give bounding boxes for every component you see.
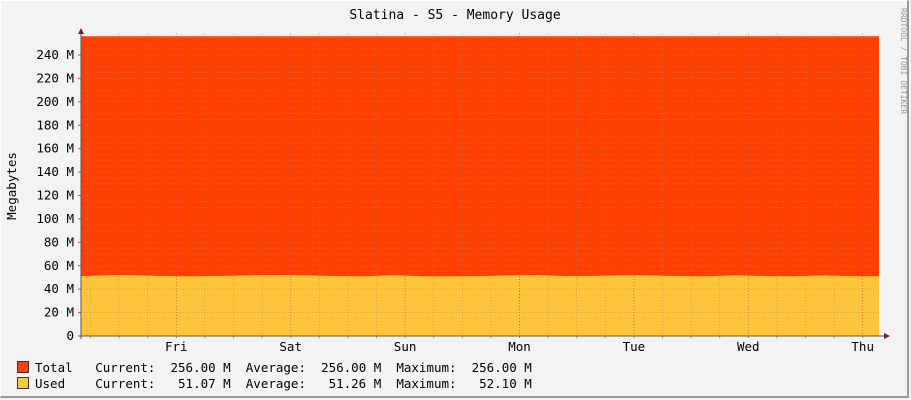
y-tick-label: 80 M xyxy=(44,234,74,249)
legend-swatch-total xyxy=(17,361,29,373)
legend-row-total: Total Current: 256.00 M Average: 256.00 … xyxy=(17,360,532,375)
y-axis-label: Megabytes xyxy=(4,152,19,220)
legend-label: Current: xyxy=(95,360,156,375)
legend-current: 51.07 M xyxy=(178,376,231,391)
legend-current: 256.00 M xyxy=(170,360,231,375)
legend-label: Maximum: xyxy=(396,360,457,375)
y-tick-label: 60 M xyxy=(44,258,74,273)
y-tick-label: 180 M xyxy=(36,117,74,132)
x-tick-label: Sun xyxy=(394,339,417,354)
y-tick-label: 100 M xyxy=(36,211,74,226)
y-tick-label: 120 M xyxy=(36,188,74,203)
legend-average: 51.26 M xyxy=(328,376,382,391)
legend-label: Current: xyxy=(95,376,156,391)
legend-swatch-used xyxy=(17,377,29,389)
y-tick-label: 0 xyxy=(66,328,74,343)
legend-maximum: 52.10 M xyxy=(479,376,532,391)
y-tick-label: 240 M xyxy=(36,47,74,62)
legend-average: 256.00 M xyxy=(321,360,382,375)
legend-label: Average: xyxy=(245,360,306,375)
legend-row-used: Used Current: 51.07 M Average: 51.26 M M… xyxy=(17,376,532,391)
x-tick-label: Sat xyxy=(279,339,302,354)
legend-label: Maximum: xyxy=(396,376,457,391)
legend-name: Used xyxy=(35,376,66,391)
y-tick-label: 40 M xyxy=(44,281,74,296)
x-tick-label: Wed xyxy=(737,339,760,354)
y-tick-label: 140 M xyxy=(36,164,74,179)
x-tick-label: Thu xyxy=(851,339,874,354)
y-tick-label: 160 M xyxy=(36,141,74,156)
area-total xyxy=(81,36,879,337)
x-axis-arrow-icon xyxy=(884,333,890,339)
x-tick-label: Mon xyxy=(508,339,531,354)
y-tick-label: 200 M xyxy=(36,94,74,109)
legend-label: Average: xyxy=(245,376,306,391)
chart-title: Slatina - S5 - Memory Usage xyxy=(349,8,560,23)
legend-maximum: 256.00 M xyxy=(471,360,532,375)
x-tick-label: Fri xyxy=(165,339,188,354)
x-tick-label: Tue xyxy=(623,339,646,354)
area-used xyxy=(81,275,879,336)
y-tick-label: 220 M xyxy=(36,70,74,85)
y-axis-arrow-icon xyxy=(78,28,84,34)
y-tick-label: 20 M xyxy=(44,305,74,320)
legend-name: Total xyxy=(35,360,73,375)
watermark: RRDTOOL / TOBI OETIKER xyxy=(899,8,908,114)
